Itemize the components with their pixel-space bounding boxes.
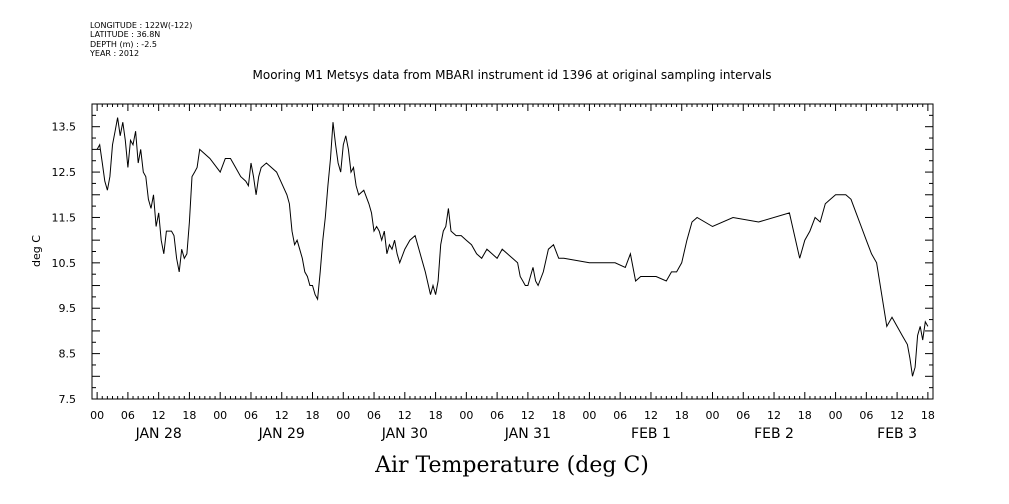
day-label: JAN 30 <box>381 426 428 442</box>
y-axis-label: deg C <box>30 235 43 267</box>
x-tick-label: 12 <box>521 409 535 422</box>
x-tick-label: 18 <box>552 409 566 422</box>
x-tick-label: 06 <box>367 409 381 422</box>
metadata-block: LONGITUDE : 122W(-122) LATITUDE : 36.8N DE… <box>90 21 192 58</box>
chart-title: Mooring M1 Metsys data from MBARI instru… <box>252 68 772 82</box>
y-tick-label: 9.5 <box>59 302 77 315</box>
y-tick-label: 13.5 <box>52 121 77 134</box>
meta-line: LONGITUDE : 122W(-122) <box>90 21 193 30</box>
day-label: JAN 28 <box>135 426 182 442</box>
air-temperature-line <box>96 117 929 377</box>
series-group <box>96 117 929 377</box>
x-tick-label: 00 <box>829 409 843 422</box>
x-tick-label: 12 <box>275 409 289 422</box>
x-tick-label: 12 <box>398 409 412 422</box>
x-axis-title: Air Temperature (deg C) <box>375 453 649 478</box>
x-tick-label: 06 <box>736 409 750 422</box>
meta-line: LATITUDE : 36.8N <box>90 30 161 40</box>
x-tick-label: 00 <box>459 409 473 422</box>
y-tick-label: 10.5 <box>52 257 77 270</box>
meta-line: DEPTH (m) : -2.5 <box>90 39 157 49</box>
plot-frame <box>91 103 934 400</box>
y-tick-label: 11.5 <box>52 211 77 224</box>
x-tick-label: 00 <box>582 409 596 422</box>
x-tick-label: 12 <box>890 409 904 422</box>
x-tick-label: 18 <box>429 409 443 422</box>
day-label: FEB 3 <box>877 426 917 442</box>
x-tick-label: 12 <box>644 409 658 422</box>
x-tick-label: 18 <box>675 409 689 422</box>
day-label: JAN 31 <box>504 426 551 442</box>
x-tick-label: 00 <box>336 409 350 422</box>
tick-group <box>92 103 933 400</box>
x-tick-label: 06 <box>490 409 504 422</box>
x-tick-label: 00 <box>90 409 104 422</box>
meta-line: YEAR : 2012 <box>90 48 140 58</box>
y-tick-label: 12.5 <box>52 166 77 179</box>
x-tick-label: 18 <box>182 409 196 422</box>
x-tick-label: 18 <box>798 409 812 422</box>
x-tick-label: 12 <box>152 409 166 422</box>
y-tick-label: 8.5 <box>59 348 77 361</box>
x-tick-label: 12 <box>767 409 781 422</box>
x-tick-label: 00 <box>705 409 719 422</box>
day-label: JAN 29 <box>258 426 305 442</box>
x-tick-label: 06 <box>121 409 135 422</box>
day-label: FEB 1 <box>631 426 671 442</box>
x-tick-label: 06 <box>244 409 258 422</box>
x-tick-label: 00 <box>213 409 227 422</box>
x-tick-label: 18 <box>306 409 320 422</box>
x-tick-label: 18 <box>921 409 935 422</box>
x-tick-label: 06 <box>613 409 627 422</box>
y-tick-label: 7.5 <box>59 393 77 406</box>
day-label: FEB 2 <box>754 426 794 442</box>
x-tick-label: 06 <box>859 409 873 422</box>
